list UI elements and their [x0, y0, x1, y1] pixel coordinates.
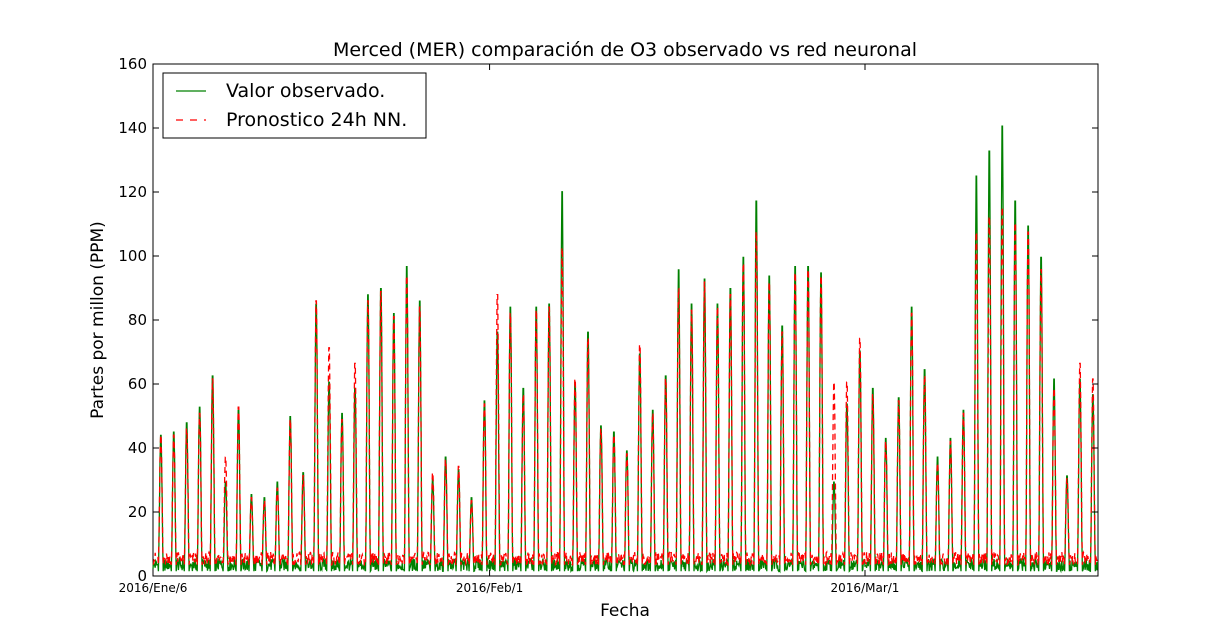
y-tick-label: 20	[128, 503, 147, 521]
y-axis: 0 20 40 60 80 100 120 140 160	[118, 55, 1098, 585]
legend-observed-label: Valor observado.	[226, 80, 385, 102]
y-tick-label: 0	[137, 567, 147, 585]
y-tick-label: 140	[118, 119, 147, 137]
chart-title: Merced (MER) comparación de O3 observado…	[333, 39, 917, 61]
x-axis-label: Fecha	[600, 601, 650, 621]
x-axis: 2016/Ene/6 2016/Feb/1 2016/Mar/1	[119, 64, 900, 595]
legend-box	[162, 72, 427, 139]
x-tick-label: 2016/Ene/6	[119, 581, 188, 595]
y-tick-label: 40	[128, 439, 147, 457]
y-tick-label: 120	[118, 183, 147, 201]
series-layer	[152, 125, 1099, 574]
series-line-forecast	[152, 206, 1099, 568]
legend-forecast-label: Pronostico 24h NN.	[226, 109, 407, 131]
y-tick-label: 60	[128, 375, 147, 393]
y-tick-label: 160	[118, 55, 147, 73]
y-tick-label: 80	[128, 311, 147, 329]
y-axis-label: Partes por millon (PPM)	[88, 221, 108, 419]
x-tick-label: 2016/Mar/1	[831, 581, 900, 595]
y-tick-label: 100	[118, 247, 147, 265]
x-tick-label: 2016/Feb/1	[456, 581, 524, 595]
series-line-observed	[152, 125, 1099, 574]
legend: Valor observado. Pronostico 24h NN.	[162, 72, 427, 139]
